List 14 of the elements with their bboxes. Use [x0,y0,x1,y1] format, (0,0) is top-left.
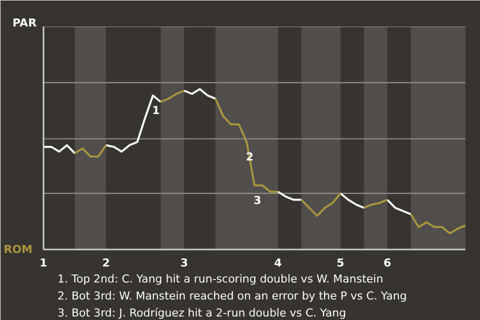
x-tick-label: 5 [336,256,344,270]
text: PAR [12,16,38,30]
text: ROM [4,243,33,256]
text: 1. Top 2nd: C. Yang hit a run-scoring double vs W. Manstein [58,272,384,286]
x-tick-label: 2 [102,256,110,270]
x-tick-label: 6 [384,256,392,270]
annotation: 3 [254,194,262,207]
x-tick-label: 1 [40,256,48,270]
x-tick-label: 3 [180,256,188,270]
annotation: 1 [152,104,160,117]
text: 3. Bot 3rd: J. Rodríguez hit a 2-run double vs C. Yang [58,306,346,320]
x-tick-label: 4 [274,256,282,270]
text: 2. Bot 3rd: W. Manstein reached on an error by the P vs C. Yang [58,290,407,302]
annotation: 2 [246,150,254,164]
